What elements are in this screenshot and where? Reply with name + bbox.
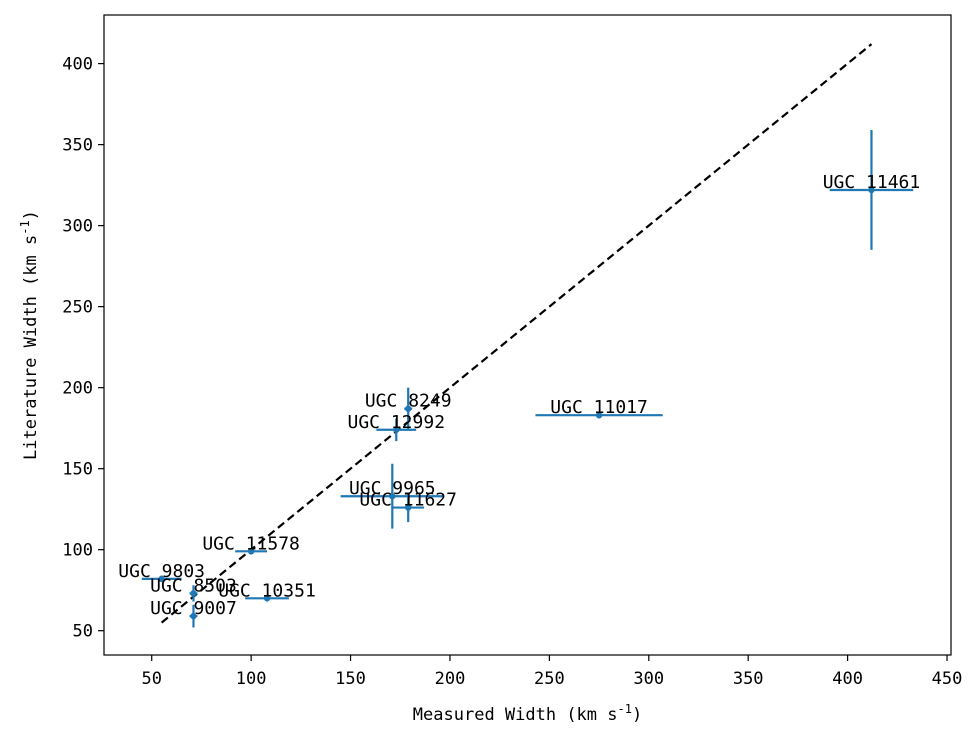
x-axis: 50 100 150 200 250 300 350 400 450 (141, 655, 962, 689)
point-marker (158, 575, 165, 583)
data-layer: UGC 11461 UGC 8249 UGC 11017 UGC 12992 UGC 9… (118, 43, 921, 628)
point-marker (595, 412, 603, 419)
point-label: UGC 8503 (150, 575, 237, 596)
point-marker (190, 590, 197, 597)
data-point: UGC 8249 (365, 387, 452, 430)
y-tick-label: 50 (73, 622, 93, 642)
point-label: UGC 9803 (118, 561, 205, 582)
point-label: UGC 9007 (150, 598, 237, 619)
data-point: UGC 9965 (340, 463, 444, 529)
point-label: UGC 11578 (202, 533, 300, 554)
x-tick-label: 100 (236, 669, 267, 689)
point-marker (868, 186, 875, 194)
x-tick-label: 450 (932, 669, 963, 689)
point-marker (405, 504, 412, 511)
x-tick-label: 200 (435, 669, 466, 689)
data-point: UGC 11627 (359, 490, 457, 523)
y-tick-label: 300 (62, 217, 93, 237)
y-tick-label: 200 (62, 379, 93, 399)
y-tick-label: 150 (62, 460, 93, 480)
point-label: UGC 9965 (349, 478, 436, 499)
point-marker (263, 595, 271, 602)
data-point: UGC 8503 (150, 575, 237, 602)
data-point: UGC 9803 (118, 561, 205, 583)
x-tick-label: 350 (733, 669, 764, 689)
point-label: UGC 12992 (348, 412, 446, 433)
x-tick-label: 300 (633, 669, 664, 689)
one-to-one-line (160, 43, 873, 624)
x-tick-label: 250 (534, 669, 565, 689)
point-marker (389, 493, 396, 500)
x-tick-label: 50 (141, 669, 161, 689)
point-label: UGC 10351 (218, 580, 316, 601)
x-tick-label: 400 (832, 669, 863, 689)
point-marker (190, 612, 197, 620)
data-point: UGC 11461 (823, 130, 921, 250)
y-tick-label: 400 (62, 55, 93, 75)
point-label: UGC 11461 (823, 172, 921, 193)
y-axis-label: Literature Width (km s-1) (18, 210, 41, 460)
data-point: UGC 9007 (150, 598, 237, 628)
y-tick-label: 250 (62, 298, 93, 318)
data-point: UGC 11578 (202, 533, 300, 555)
point-marker (247, 548, 255, 555)
point-label: UGC 11627 (359, 490, 457, 511)
plot-frame (103, 14, 952, 656)
point-marker (393, 426, 400, 433)
x-tick-label: 150 (335, 669, 366, 689)
point-label: UGC 11017 (550, 397, 648, 418)
y-tick-label: 350 (62, 136, 93, 156)
point-label: UGC 8249 (365, 391, 452, 412)
data-point: UGC 11017 (535, 397, 663, 419)
data-point: UGC 10351 (218, 580, 316, 602)
data-point: UGC 12992 (348, 412, 446, 442)
y-tick-label: 100 (62, 541, 93, 561)
y-axis: 50 100 150 200 250 300 350 400 (62, 55, 104, 642)
point-marker (405, 405, 412, 412)
x-axis-label: Measured Width (km s-1) (413, 702, 642, 725)
